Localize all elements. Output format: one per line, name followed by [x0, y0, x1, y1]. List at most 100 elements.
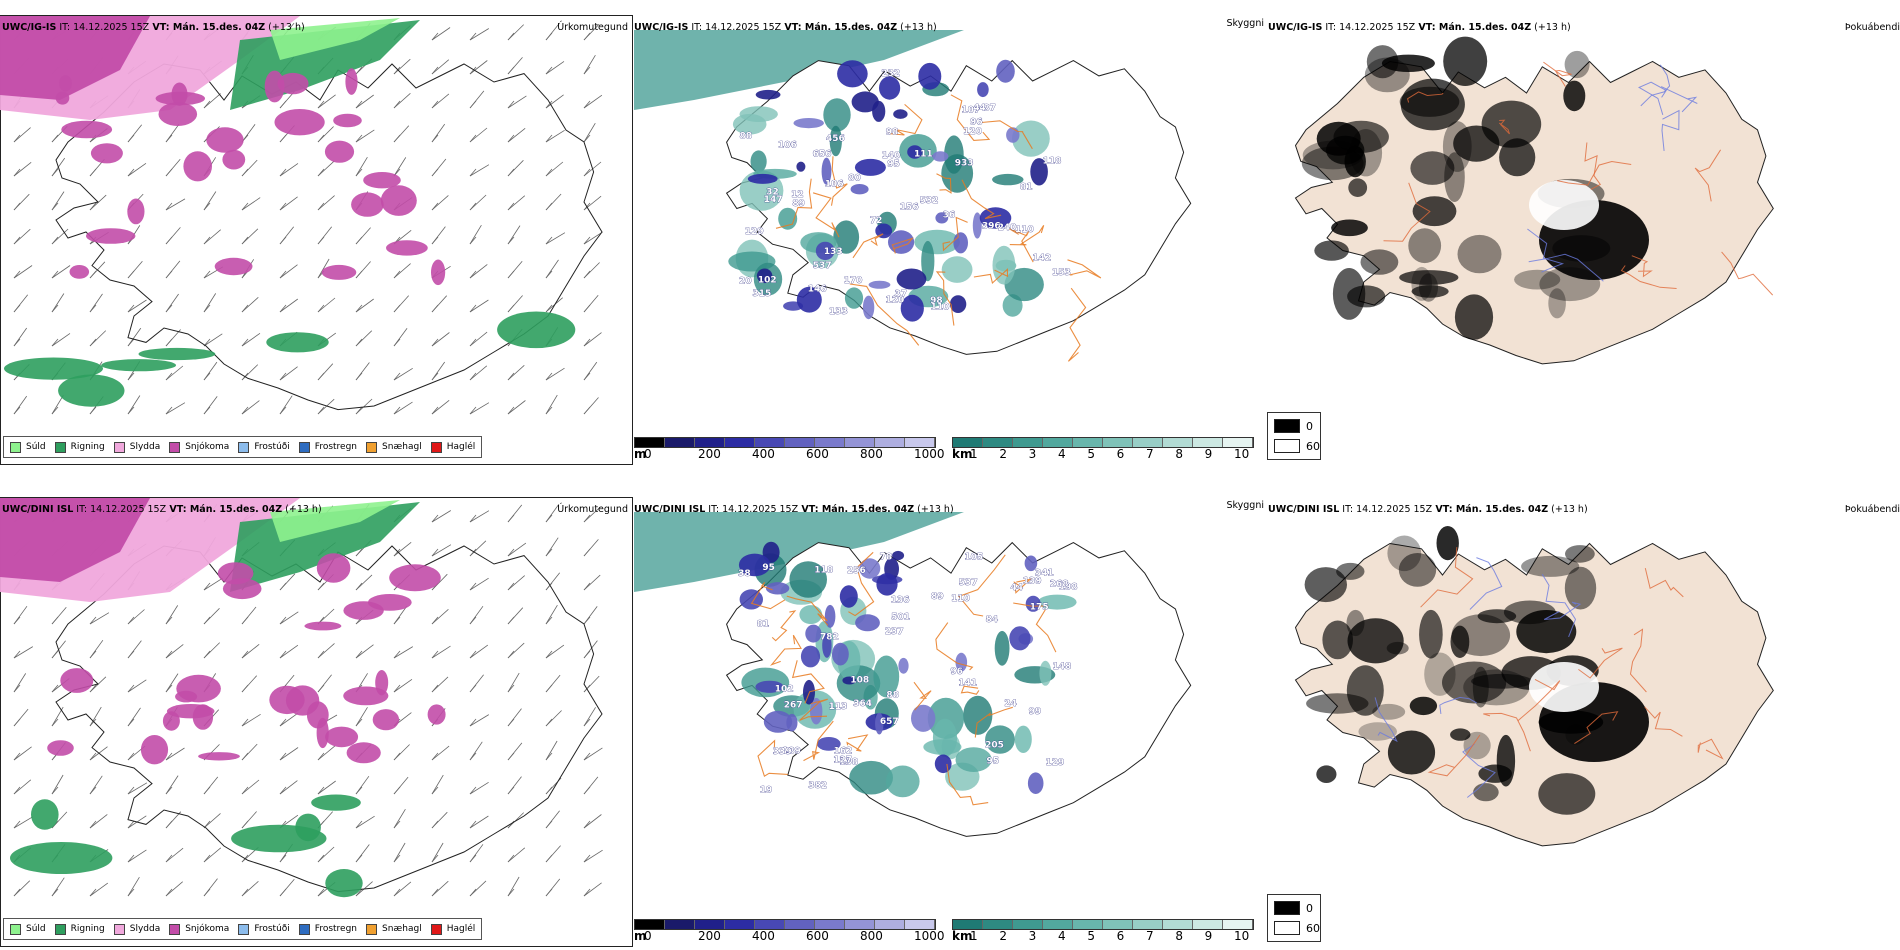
snow-cell	[55, 91, 70, 105]
fog-cell	[1453, 125, 1500, 162]
wind-barb	[203, 847, 222, 863]
cloudbase-cell	[796, 286, 822, 313]
wind-barb	[583, 122, 596, 143]
colorbar-cell	[845, 438, 875, 447]
wind-barb	[241, 881, 259, 897]
wind-barb	[507, 575, 525, 591]
wind-barb-flag	[165, 786, 173, 795]
legend-item: Snjókoma	[169, 441, 229, 453]
legend-swatch	[54, 923, 66, 935]
wind-barb-flag	[51, 236, 59, 245]
wind-barb-flag	[89, 304, 97, 313]
wind-barb	[241, 297, 259, 313]
cloudbase-label: 36	[943, 211, 956, 221]
colorbar-tick-label: 400	[752, 929, 775, 943]
wind-barb-flag	[13, 168, 21, 177]
wind-barb-flag	[51, 616, 59, 625]
cloudbase-label: 110	[931, 303, 950, 313]
wind-barb-flag	[89, 616, 97, 625]
cloudbase-cell	[755, 89, 781, 100]
precip-title: Úrkomutegund	[557, 504, 628, 515]
wind-barb	[545, 394, 558, 415]
wind-barb-flag	[545, 372, 553, 381]
wind-barb-flag	[469, 514, 477, 523]
wind-barb-flag	[241, 752, 249, 761]
colorbar-cell	[815, 438, 845, 447]
wind-barb-flag	[583, 752, 591, 761]
wind-barb-flag	[13, 304, 21, 313]
snow-cell	[127, 198, 145, 225]
cloudbase-label: 38	[738, 569, 751, 579]
cloudbase-cell	[932, 151, 949, 162]
wind-barb-flag	[317, 888, 325, 897]
colorbar-tick-label: 4	[1058, 447, 1066, 461]
wind-barb-flag	[13, 134, 21, 143]
wind-barb-flag	[241, 236, 249, 245]
wind-barb	[431, 842, 444, 863]
river-line	[1543, 601, 1582, 620]
wind-barb-flag	[127, 134, 135, 143]
colorbar-tick-label: 4	[1058, 929, 1066, 943]
wind-barb-flag	[583, 888, 591, 897]
river-line	[750, 582, 786, 610]
wind-barb-flag	[393, 66, 401, 75]
colorbar-tick-label: 2	[999, 929, 1007, 943]
cloudbase-cell	[810, 697, 823, 725]
wind-barb	[317, 745, 336, 761]
legend-swatch	[169, 441, 181, 453]
wind-barb	[431, 27, 451, 41]
wind-barb-flag	[165, 820, 173, 829]
wind-barb-flag	[545, 406, 553, 415]
rain-cell	[325, 869, 363, 898]
wind-barb-flag	[89, 718, 97, 727]
cloudbase-label: 87	[983, 104, 996, 114]
wind-barb-flag	[203, 372, 211, 381]
wind-barb-flag	[431, 100, 439, 109]
wind-barb-flag	[583, 582, 591, 591]
fog-panel-row2: UWC/DINI ISL IT: 14.12.2025 15Z VT: Mán.…	[1264, 482, 1900, 948]
river-line	[1462, 743, 1496, 798]
wind-barb-flag	[127, 684, 135, 693]
fog-cell	[1450, 728, 1471, 741]
precip-areas	[0, 498, 446, 898]
wind-barb-flag	[393, 100, 401, 109]
wind-barb	[545, 61, 565, 75]
cloudbase-label: 142	[1033, 254, 1052, 264]
cloudbase-cell	[879, 76, 901, 100]
colorbar-cell	[1133, 920, 1163, 929]
cloudbase-cell	[1024, 555, 1038, 572]
wind-barb	[51, 191, 65, 211]
legend-item: Frostregn	[298, 441, 357, 453]
wind-barb	[545, 644, 565, 659]
wind-barb-flag	[13, 752, 21, 761]
river-line	[1067, 259, 1102, 279]
cloudbase-label: 113	[829, 702, 848, 712]
legend-swatch	[169, 923, 181, 935]
river-line	[757, 739, 788, 778]
wind-barb-flag	[431, 650, 439, 659]
fog-legend: 0 60	[1267, 894, 1321, 942]
colorbar-cell	[785, 438, 815, 447]
fog-legend-bottom-swatch	[1274, 921, 1300, 935]
wind-barb	[431, 332, 450, 347]
wind-barb-flag	[317, 236, 325, 245]
river-line	[936, 173, 952, 194]
cloudbase-cell	[738, 553, 771, 577]
fog-panel-row1: UWC/IG-IS IT: 14.12.2025 15Z VT: Mán. 15…	[1264, 0, 1900, 466]
wind-barb-flag	[507, 582, 515, 591]
wind-barb-flag	[393, 270, 401, 279]
colorbar-cell	[725, 438, 755, 447]
cloud-panel-row2: 341 267 162 175 198 118 205 136 113 44 268 95 88 84 38…	[634, 482, 1264, 948]
cloudbase-label: 146	[808, 285, 827, 295]
wind-barb-flag	[51, 304, 59, 313]
wind-barb-flag	[545, 270, 553, 279]
cloud-cover-cell	[750, 150, 767, 173]
wind-barb-flag	[279, 650, 287, 659]
snow-cell	[346, 742, 381, 764]
river-line	[935, 271, 955, 326]
cloudbase-label: 339	[773, 747, 792, 757]
fog-cell	[1409, 696, 1438, 716]
river-line	[1407, 91, 1444, 103]
wind-barb	[279, 712, 299, 727]
river-line	[946, 763, 989, 806]
